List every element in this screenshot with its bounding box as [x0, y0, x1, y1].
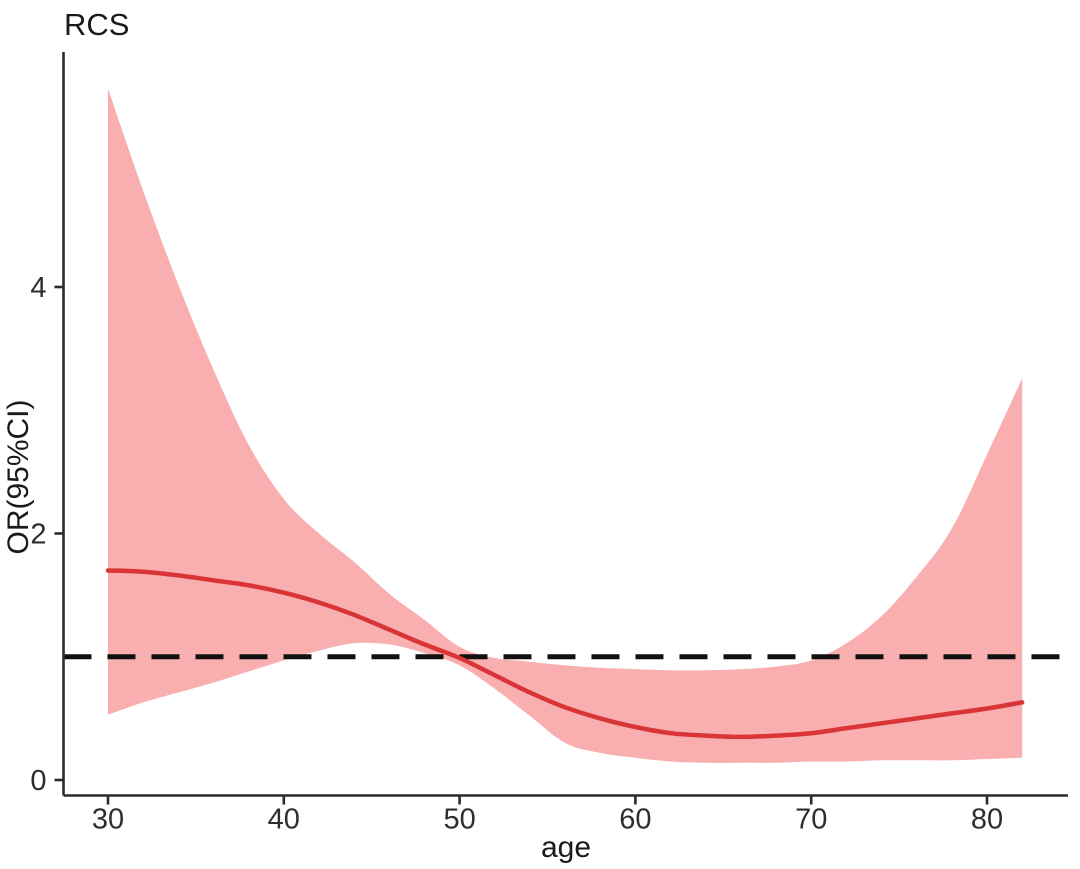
x-tick-label: 30 — [92, 804, 124, 836]
x-tick-label: 70 — [795, 804, 827, 836]
x-tick-label: 40 — [268, 804, 300, 836]
y-tick-label: 0 — [30, 765, 46, 797]
x-axis-label: age — [541, 831, 591, 864]
chart-title: RCS — [64, 7, 129, 42]
plot-area: 0 2 4 30 40 50 60 70 80 — [30, 52, 1068, 836]
y-axis-label: OR(95%CI) — [2, 399, 35, 554]
y-tick-label: 4 — [30, 272, 46, 304]
x-tick-label: 80 — [971, 804, 1003, 836]
x-tick-label: 50 — [443, 804, 475, 836]
x-tick-label: 60 — [619, 804, 651, 836]
confidence-band — [108, 88, 1023, 763]
y-tick-label: 2 — [30, 519, 46, 551]
estimate-line — [105, 568, 1025, 740]
